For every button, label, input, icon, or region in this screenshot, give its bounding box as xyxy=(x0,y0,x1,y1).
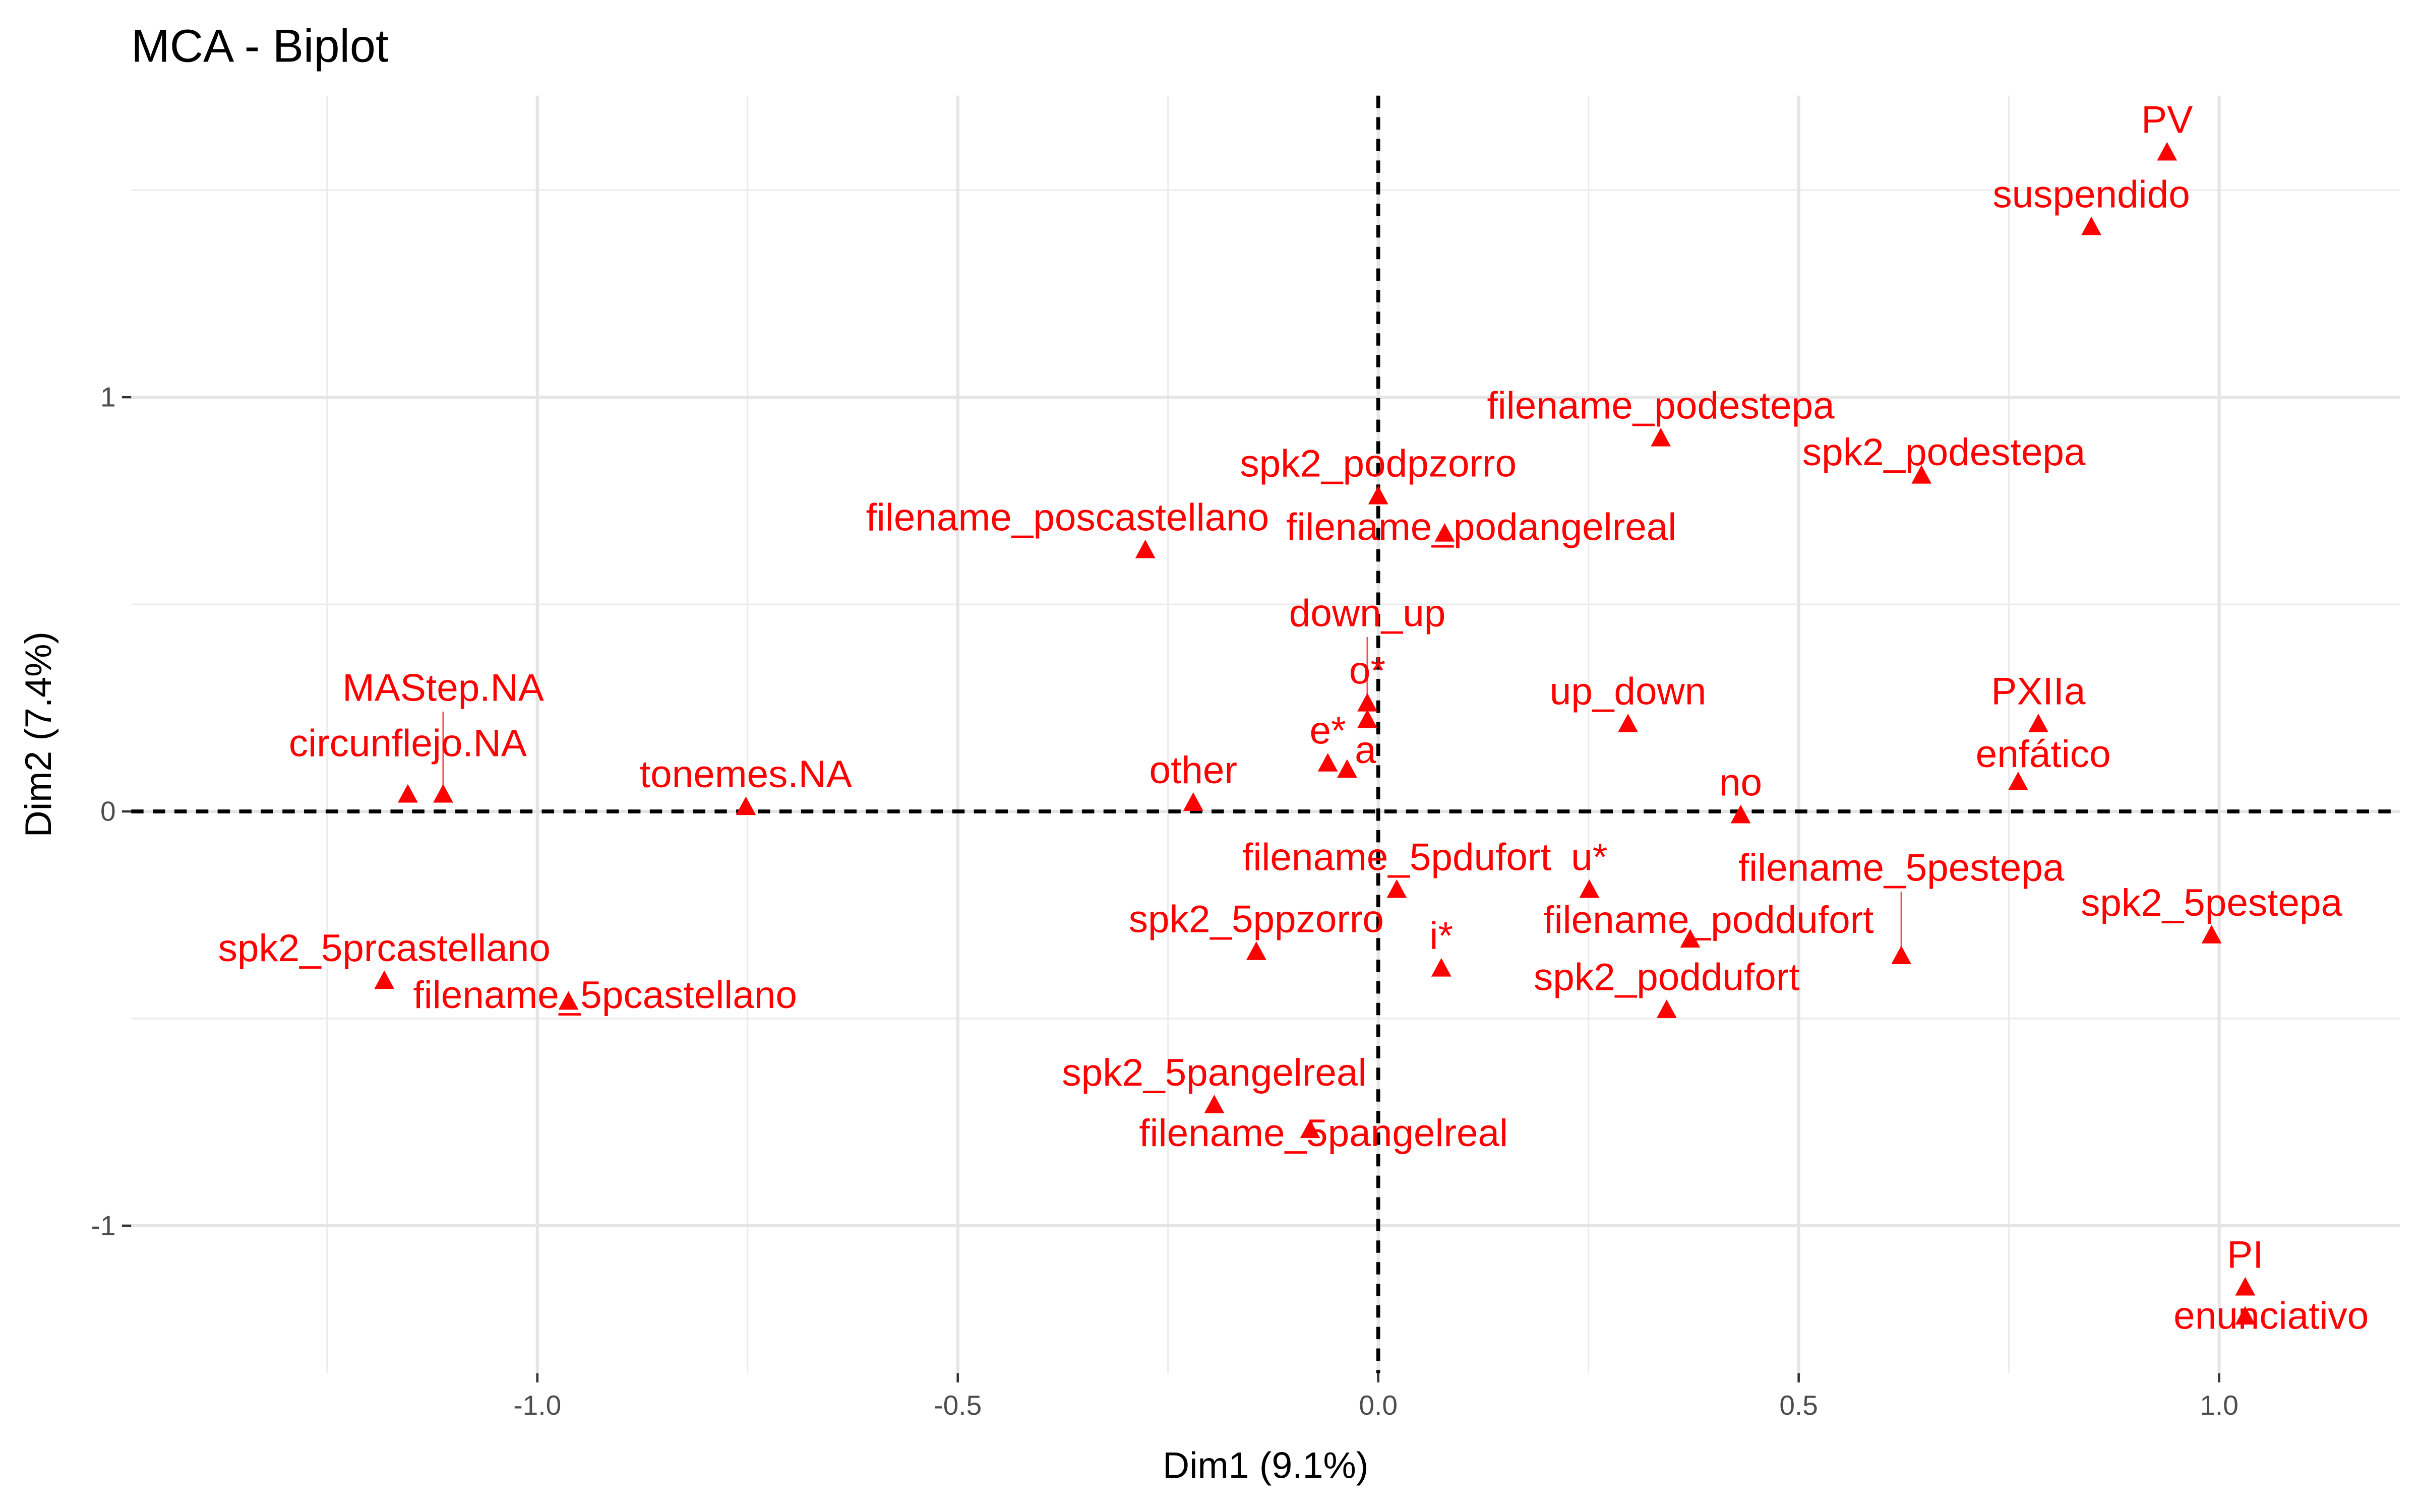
point-marker xyxy=(1730,804,1751,824)
point-marker xyxy=(2028,713,2048,732)
y-tick-label: 0 xyxy=(100,795,116,827)
points: PV suspendido filename_podestepaspk2_podes… xyxy=(218,98,2369,1337)
point-marker xyxy=(2235,1306,2256,1325)
y-tick-label: 1 xyxy=(100,381,116,412)
point-marker xyxy=(1317,753,1338,772)
point-marker xyxy=(2157,142,2177,161)
point-label: filename_poddufort xyxy=(1543,899,1873,941)
point-marker xyxy=(1357,692,1377,712)
point-label: spk2_5pestepa xyxy=(2081,881,2342,924)
point-label: spk2_5pangelreal xyxy=(1062,1051,1366,1094)
point-label: PI xyxy=(2227,1233,2263,1276)
point-marker xyxy=(558,991,579,1010)
point-label: a xyxy=(1355,729,1376,772)
point-marker xyxy=(1434,523,1455,542)
point-marker xyxy=(2235,1277,2256,1296)
point-marker xyxy=(1183,792,1203,811)
point-label: filename_5pangelreal xyxy=(1139,1112,1508,1155)
point-label: suspendido xyxy=(1992,173,2190,216)
axes: -1.0 -0.5 0.0 0.5 1.0 -1 0 1 xyxy=(91,95,2400,1421)
point-label: e* xyxy=(1309,710,1346,752)
x-tick-label: -1.0 xyxy=(513,1390,561,1421)
point-marker xyxy=(433,784,453,803)
x-tick-label: 0.0 xyxy=(1359,1390,1398,1421)
point-marker xyxy=(1656,999,1677,1018)
point-marker xyxy=(1357,709,1377,728)
point-marker xyxy=(1431,958,1451,977)
point-marker xyxy=(1680,929,1701,948)
x-tick-label: 0.5 xyxy=(1779,1390,1818,1421)
point-label: spk2_podestepa xyxy=(1802,431,2086,474)
point-marker xyxy=(1579,879,1600,898)
x-tick-label: 1.0 xyxy=(2200,1390,2238,1421)
point-label: spk2_podpzorro xyxy=(1240,443,1517,485)
point-label: PV xyxy=(2141,98,2193,141)
point-marker xyxy=(1300,1119,1320,1139)
point-marker xyxy=(1135,539,1156,558)
point-label: spk2_poddufort xyxy=(1534,956,1800,999)
chart-title: MCA - Biplot xyxy=(131,20,388,72)
x-axis-label: Dim1 (9.1%) xyxy=(1163,1444,1368,1486)
point-marker xyxy=(2008,772,2028,790)
point-marker xyxy=(1246,941,1266,960)
point-label: PXIIa xyxy=(1991,670,2086,713)
point-label: filename_podangelreal xyxy=(1286,506,1676,549)
y-tick-label: -1 xyxy=(91,1210,116,1241)
point-marker xyxy=(2081,216,2101,235)
point-label: spk2_5prcastellano xyxy=(218,927,551,970)
point-label: other xyxy=(1150,749,1237,792)
point-marker xyxy=(736,796,756,815)
point-label: enunciativo xyxy=(2173,1295,2369,1338)
point-marker xyxy=(374,970,395,989)
point-marker xyxy=(1337,759,1357,778)
x-tick-label: -0.5 xyxy=(934,1390,982,1421)
point-label: spk2_5ppzorro xyxy=(1129,898,1384,941)
point-label: down_up xyxy=(1289,592,1446,635)
point-marker xyxy=(1911,465,1932,484)
point-label: i* xyxy=(1429,915,1453,958)
point-label: filename_5pestepa xyxy=(1738,847,2065,890)
point-marker xyxy=(1618,713,1638,732)
point-label: enfático xyxy=(1976,733,2111,776)
point-label: o* xyxy=(1349,650,1385,692)
point-marker xyxy=(1386,879,1407,898)
point-label: up_down xyxy=(1550,670,1707,713)
point-label: filename_5pcastellano xyxy=(413,974,797,1017)
y-axis-label: Dim2 (7.4%) xyxy=(17,632,59,837)
point-marker xyxy=(1368,485,1388,505)
point-label: MAStep.NA xyxy=(342,666,544,709)
point-marker xyxy=(1651,427,1671,447)
point-marker xyxy=(1891,946,1912,964)
point-marker xyxy=(398,784,418,803)
point-marker xyxy=(2201,925,2222,943)
point-label: filename_podestepa xyxy=(1487,385,1835,427)
point-label: tonemes.NA xyxy=(640,753,852,796)
point-label: circunflejo.NA xyxy=(289,722,527,765)
point-marker xyxy=(1204,1095,1225,1113)
point-label: filename_poscastellano xyxy=(866,496,1269,539)
point-label: no xyxy=(1719,761,1762,804)
point-label: filename_5pdufort xyxy=(1242,836,1551,878)
point-label: u* xyxy=(1571,836,1607,878)
